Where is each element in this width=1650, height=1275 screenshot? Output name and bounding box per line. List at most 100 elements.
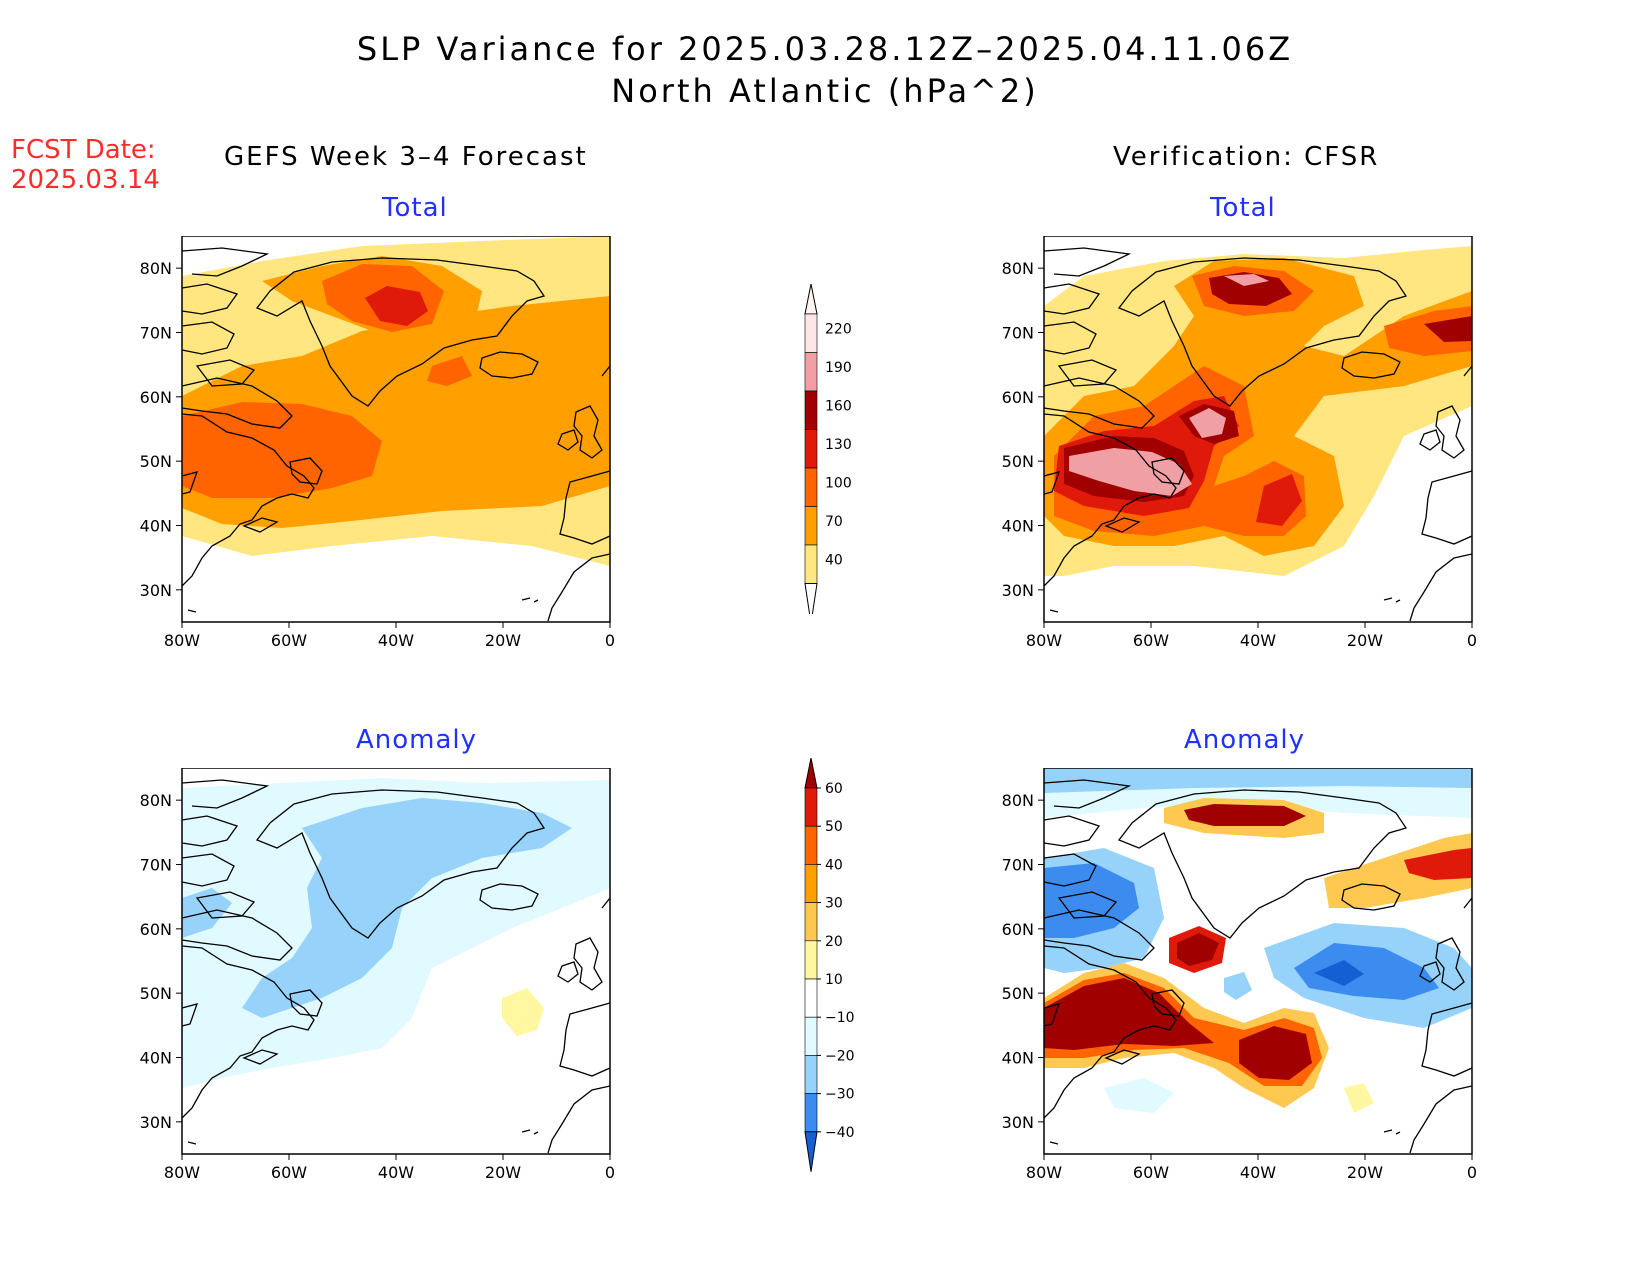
forecast-anomaly-subtitle: Anomaly <box>356 725 478 755</box>
lat-tick-label: 50N <box>1002 984 1034 1003</box>
total-colorbar-top-triangle <box>804 284 818 315</box>
lon-tick-label: 80W <box>164 1163 200 1182</box>
lat-tick-label: 80N <box>1002 259 1034 278</box>
lon-tick-label: 0 <box>605 1163 615 1182</box>
total-colorbar-segment <box>804 429 818 469</box>
forecast-total-subtitle: Total <box>382 193 448 223</box>
lon-tick-label: 80W <box>164 631 200 650</box>
lon-tick-label: 20W <box>1347 1163 1383 1182</box>
verification-column-title: Verification: CFSR <box>1113 142 1380 172</box>
lon-tick-label: 40W <box>378 631 414 650</box>
total-colorbar-label: 190 <box>825 360 852 376</box>
total-colorbar-label: 130 <box>825 437 852 453</box>
total-colorbar-label: 70 <box>825 514 843 530</box>
anomaly-colorbar: 60 50 40 30 20 10 −10 −20 −30 −40 <box>804 758 855 1172</box>
lat-tick-label: 80N <box>140 791 172 810</box>
anomaly-colorbar-label: 60 <box>825 781 843 797</box>
lat-tick-label: 50N <box>1002 452 1034 471</box>
main-subtitle: North Atlantic (hPa^2) <box>611 72 1039 110</box>
anomaly-colorbar-label: −40 <box>825 1125 855 1141</box>
lon-tick-label: 40W <box>1240 1163 1276 1182</box>
forecast-anomaly-contours <box>182 778 610 1088</box>
anomaly-colorbar-label: −20 <box>825 1048 855 1064</box>
lat-tick-label: 30N <box>140 1113 172 1132</box>
lat-tick-label: 80N <box>1002 791 1034 810</box>
forecast-column-title: GEFS Week 3–4 Forecast <box>224 142 588 172</box>
lon-tick-label: 60W <box>1133 1163 1169 1182</box>
total-colorbar-label: 100 <box>825 475 852 491</box>
total-colorbar: 220 190 160 130 100 70 40 <box>804 284 852 614</box>
total-colorbar-label: 40 <box>825 552 843 568</box>
lon-tick-label: 60W <box>271 631 307 650</box>
lon-tick-label: 0 <box>605 631 615 650</box>
anomaly-colorbar-segment <box>804 902 818 942</box>
verif-total-subtitle: Total <box>1210 193 1276 223</box>
lat-tick-label: 30N <box>1002 581 1034 600</box>
lon-tick-label: 0 <box>1467 1163 1477 1182</box>
lat-tick-label: 40N <box>1002 517 1034 536</box>
total-colorbar-segment <box>804 352 818 392</box>
lat-tick-label: 60N <box>140 920 172 939</box>
anomaly-colorbar-segment <box>804 864 818 903</box>
lat-tick-label: 30N <box>140 581 172 600</box>
lon-tick-label: 40W <box>378 1163 414 1182</box>
lon-tick-label: 20W <box>1347 631 1383 650</box>
lat-tick-label: 40N <box>140 1049 172 1068</box>
total-colorbar-segment <box>804 467 818 507</box>
lon-tick-label: 80W <box>1026 631 1062 650</box>
main-title: SLP Variance for 2025.03.28.12Z–2025.04.… <box>356 30 1294 68</box>
anomaly-colorbar-bottom-triangle <box>804 1131 818 1172</box>
anomaly-colorbar-label: 50 <box>825 819 843 835</box>
anomaly-colorbar-segment <box>804 787 818 827</box>
lat-tick-label: 50N <box>140 452 172 471</box>
verif-total-map: 80N 70N 60N 50N 40N 30N 80W 60W 40W 20W 0 <box>1002 236 1477 650</box>
lon-tick-label: 80W <box>1026 1163 1062 1182</box>
verif-anomaly-map: 80N 70N 60N 50N 40N 30N 80W 60W 40W 20W 0 <box>1002 768 1477 1182</box>
anomaly-colorbar-label: 30 <box>825 896 843 912</box>
lon-tick-label: 20W <box>485 1163 521 1182</box>
anomaly-colorbar-label: −10 <box>825 1010 855 1026</box>
anomaly-colorbar-segment <box>804 1016 818 1056</box>
total-colorbar-bottom-triangle <box>804 583 818 614</box>
lat-tick-label: 50N <box>140 984 172 1003</box>
anomaly-colorbar-label: 10 <box>825 972 843 988</box>
lat-tick-label: 70N <box>140 324 172 343</box>
anomaly-colorbar-segment <box>804 1093 818 1133</box>
anomaly-colorbar-label: 40 <box>825 857 843 873</box>
fcst-date-label: FCST Date: <box>11 135 156 165</box>
lat-tick-label: 60N <box>1002 388 1034 407</box>
total-colorbar-segment <box>804 544 818 584</box>
total-colorbar-label: 160 <box>825 398 852 414</box>
verif-anomaly-contours <box>1044 768 1472 1113</box>
anomaly-colorbar-segment <box>804 940 818 980</box>
anomaly-colorbar-segment <box>804 825 818 865</box>
lat-tick-label: 80N <box>140 259 172 278</box>
total-colorbar-segment <box>804 313 818 353</box>
lon-tick-label: 0 <box>1467 631 1477 650</box>
anomaly-colorbar-top-triangle <box>804 758 818 789</box>
lon-tick-label: 60W <box>1133 631 1169 650</box>
forecast-total-map: 80N 70N 60N 50N 40N 30N 80W 60W 40W 20W 0 <box>140 236 615 650</box>
total-colorbar-label: 220 <box>825 321 852 337</box>
forecast-total-contours <box>182 236 610 566</box>
lon-tick-label: 40W <box>1240 631 1276 650</box>
lat-tick-label: 30N <box>1002 1113 1034 1132</box>
fcst-date: FCST Date: 2025.03.14 <box>11 135 160 195</box>
fcst-date-value: 2025.03.14 <box>11 165 160 195</box>
anomaly-colorbar-segment <box>804 1055 818 1094</box>
anomaly-colorbar-segment <box>804 978 818 1018</box>
lat-tick-label: 60N <box>140 388 172 407</box>
total-colorbar-segment <box>804 506 818 546</box>
lon-tick-label: 60W <box>271 1163 307 1182</box>
lat-tick-label: 40N <box>1002 1049 1034 1068</box>
verif-anomaly-subtitle: Anomaly <box>1184 725 1306 755</box>
lat-tick-label: 70N <box>1002 856 1034 875</box>
anomaly-colorbar-label: 20 <box>825 934 843 950</box>
lat-tick-label: 70N <box>1002 324 1034 343</box>
lon-tick-label: 20W <box>485 631 521 650</box>
anomaly-colorbar-label: −30 <box>825 1087 855 1103</box>
lat-tick-label: 60N <box>1002 920 1034 939</box>
forecast-anomaly-map: 80N 70N 60N 50N 40N 30N 80W 60W 40W 20W 0 <box>140 768 615 1182</box>
lat-tick-label: 40N <box>140 517 172 536</box>
lat-tick-label: 70N <box>140 856 172 875</box>
